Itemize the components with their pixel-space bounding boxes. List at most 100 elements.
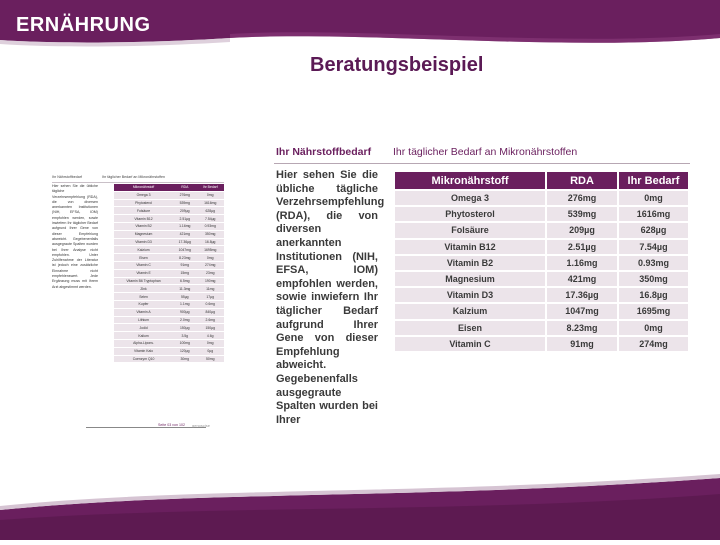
thumb-cell-rda: 1.1mg — [173, 300, 197, 309]
thumb-cell-need: 0.93mg — [196, 222, 224, 231]
thumb-col-header: Mikronährstoff — [114, 184, 174, 192]
main-cell-rda: 91mg — [546, 335, 619, 353]
thumb-cell-name: Alpha-Lipons. — [114, 339, 174, 348]
thumb-cell-rda: 1047mg — [173, 245, 197, 255]
thumb-cell-name: Omega 3 — [114, 191, 174, 200]
footer-band — [0, 470, 720, 540]
main-paragraph: Hier sehen Sie die übliche tägliche Verz… — [276, 169, 385, 426]
main-nutrient-table: Mikronährstoff RDA Ihr Bedarf Omega 3 276… — [395, 172, 690, 353]
thumb-col-header: Ihr Bedarf — [196, 184, 224, 192]
main-cell-need: 1695mg — [618, 303, 690, 321]
thumb-cell-rda: 276mg — [173, 191, 197, 200]
thumb-table-header-row: Mikronährstoff RDA Ihr Bedarf — [114, 184, 224, 192]
slide-title: Beratungsbeispiel — [310, 54, 484, 76]
main-table-row: Kalzium 1047mg 1695mg — [395, 303, 690, 321]
main-cell-rda: 2.51µg — [546, 238, 619, 256]
col-header-need: Ihr Bedarf — [618, 172, 690, 191]
main-table-row: Folsäure 209µg 628µg — [395, 222, 690, 240]
main-cell-name: Kalzium — [395, 303, 547, 321]
thumb-cell-name: Zink — [114, 284, 174, 294]
main-cell-need: 628µg — [618, 222, 690, 240]
main-cell-name: Vitamin B12 — [395, 238, 547, 256]
thumb-table-row: Kalium 3.5g 4.6g — [114, 331, 224, 340]
thumb-cell-rda: 6.5mg — [173, 277, 197, 286]
thumb-cell-name: Vitamin C — [114, 261, 174, 270]
main-cell-rda: 421mg — [546, 270, 619, 289]
thumb-cell-name: Kalium — [114, 331, 174, 340]
thumb-cell-need: 840µg — [196, 308, 224, 317]
main-cell-need: 16.8µg — [618, 287, 690, 305]
thumb-heading-right: Ihr täglicher Bedarf an Mikronährstoffen — [102, 175, 166, 179]
thumb-cell-rda: 3.5g — [173, 331, 197, 340]
main-cell-name: Phytosterol — [395, 206, 547, 224]
main-divider — [274, 163, 690, 164]
thumb-cell-rda: 91mg — [173, 261, 197, 270]
thumb-cell-name: Vitamin E — [114, 269, 174, 278]
thumb-table-body: Omega 3 276mg 0mg Phytosterol 539mg 1616mg Fol… — [114, 191, 224, 364]
main-cell-rda: 8.23mg — [546, 319, 619, 337]
thumb-cell-name: Lithium — [114, 316, 174, 325]
thumb-cell-need: 7.54µg — [196, 214, 224, 223]
thumb-table-row: Vitamin B6 Tryptophan 6.5mg 190mg — [114, 277, 224, 286]
main-table-row: Omega 3 276mg 0mg — [395, 190, 690, 208]
main-table-row: Vitamin B12 2.51µg 7.54µg — [395, 238, 690, 256]
col-header-nutrient: Mikronährstoff — [395, 172, 547, 191]
thumb-cell-need: 150µg — [196, 323, 224, 333]
thumb-cell-name: Selen — [114, 292, 174, 301]
thumb-cell-rda: 421mg — [173, 230, 197, 239]
main-cell-need: 0mg — [618, 319, 690, 337]
thumb-cell-need: 0mg — [196, 191, 224, 200]
thumb-cell-need: 2.6mg — [196, 316, 224, 325]
thumb-cell-rda: 120µg — [173, 347, 197, 356]
thumb-table-row: Kupfer 1.1mg 0.6mg — [114, 300, 224, 309]
thumb-table-row: Lithium 2.0mg 2.6mg — [114, 316, 224, 325]
thumb-cell-name: Phytosterol — [114, 199, 174, 208]
thumb-nutrient-table: Mikronährstoff RDA Ihr Bedarf Omega 3 276… — [114, 184, 224, 364]
main-heading-right: Ihr täglicher Bedarf an Mikronährstoffen — [393, 146, 578, 158]
main-cell-need: 1616mg — [618, 206, 690, 224]
thumb-table-row: Vitamin B2 1.16mg 0.93mg — [114, 222, 224, 231]
thumb-cell-name: Kupfer — [114, 300, 174, 309]
report-page-thumbnail: Ihr Nährstoffbedarf Ihr täglicher Bedarf… — [52, 170, 224, 432]
thumb-cell-need: 50mg — [196, 355, 224, 364]
main-cell-rda: 1047mg — [546, 303, 619, 321]
thumb-cell-rda: 2.51µg — [173, 214, 197, 223]
main-cell-need: 7.54µg — [618, 238, 690, 256]
thumb-cell-rda: 8.23mg — [173, 253, 197, 262]
main-cell-name: Magnesium — [395, 270, 547, 289]
thumb-cell-rda: 30mg — [173, 355, 197, 364]
thumb-cell-rda: 2.0mg — [173, 316, 197, 325]
thumb-cell-rda: 1.16mg — [173, 222, 197, 231]
main-table-row: Eisen 8.23mg 0mg — [395, 319, 690, 337]
thumb-cell-name: Vitamin B6 Tryptophan — [114, 277, 174, 286]
thumb-cell-rda: 900µg — [173, 308, 197, 317]
thumb-table-row: Kalzium 1047mg 1695mg — [114, 245, 224, 255]
thumb-cell-rda: 15mg — [173, 269, 197, 278]
main-table-row: Phytosterol 539mg 1616mg — [395, 206, 690, 224]
thumb-cell-need: 274mg — [196, 261, 224, 270]
thumb-cell-rda: 209µg — [173, 206, 197, 216]
thumb-table-row: Magnesium 421mg 350mg — [114, 230, 224, 239]
thumb-cell-need: 17µg — [196, 292, 224, 301]
thumb-table-row: Vitamin E 15mg 23mg — [114, 269, 224, 278]
main-table-row: Vitamin D3 17.36µg 16.8µg — [395, 287, 690, 305]
thumb-cell-need: 350mg — [196, 230, 224, 239]
main-cell-need: 0.93mg — [618, 254, 690, 272]
thumb-cell-name: Vitamin Kalo — [114, 347, 174, 356]
main-table-body: Omega 3 276mg 0mg Phytosterol 539mg 1616mg Fol… — [395, 190, 690, 353]
thumb-heading-left: Ihr Nährstoffbedarf — [52, 175, 82, 179]
thumb-cell-need: 0mg — [196, 253, 224, 262]
main-cell-name: Eisen — [395, 319, 547, 337]
main-table-row: Vitamin B2 1.16mg 0.93mg — [395, 254, 690, 272]
thumb-cell-name: Folsäure — [114, 206, 174, 216]
thumb-cell-rda: 150µg — [173, 323, 197, 333]
thumb-table-row: Alpha-Lipons. 100mg 0mg — [114, 339, 224, 348]
thumb-cell-name: Jodid — [114, 323, 174, 333]
header-band — [0, 0, 720, 50]
main-cell-name: Vitamin B2 — [395, 254, 547, 272]
thumb-cell-name: Eisen — [114, 253, 174, 262]
thumb-cell-need: 11mg — [196, 284, 224, 294]
thumb-paragraph: Hier sehen Sie die übliche tägliche Verz… — [52, 184, 98, 289]
thumb-cell-need: 1616mg — [196, 199, 224, 208]
thumb-table-row: Vitamin Kalo 120µg 0µg — [114, 347, 224, 356]
